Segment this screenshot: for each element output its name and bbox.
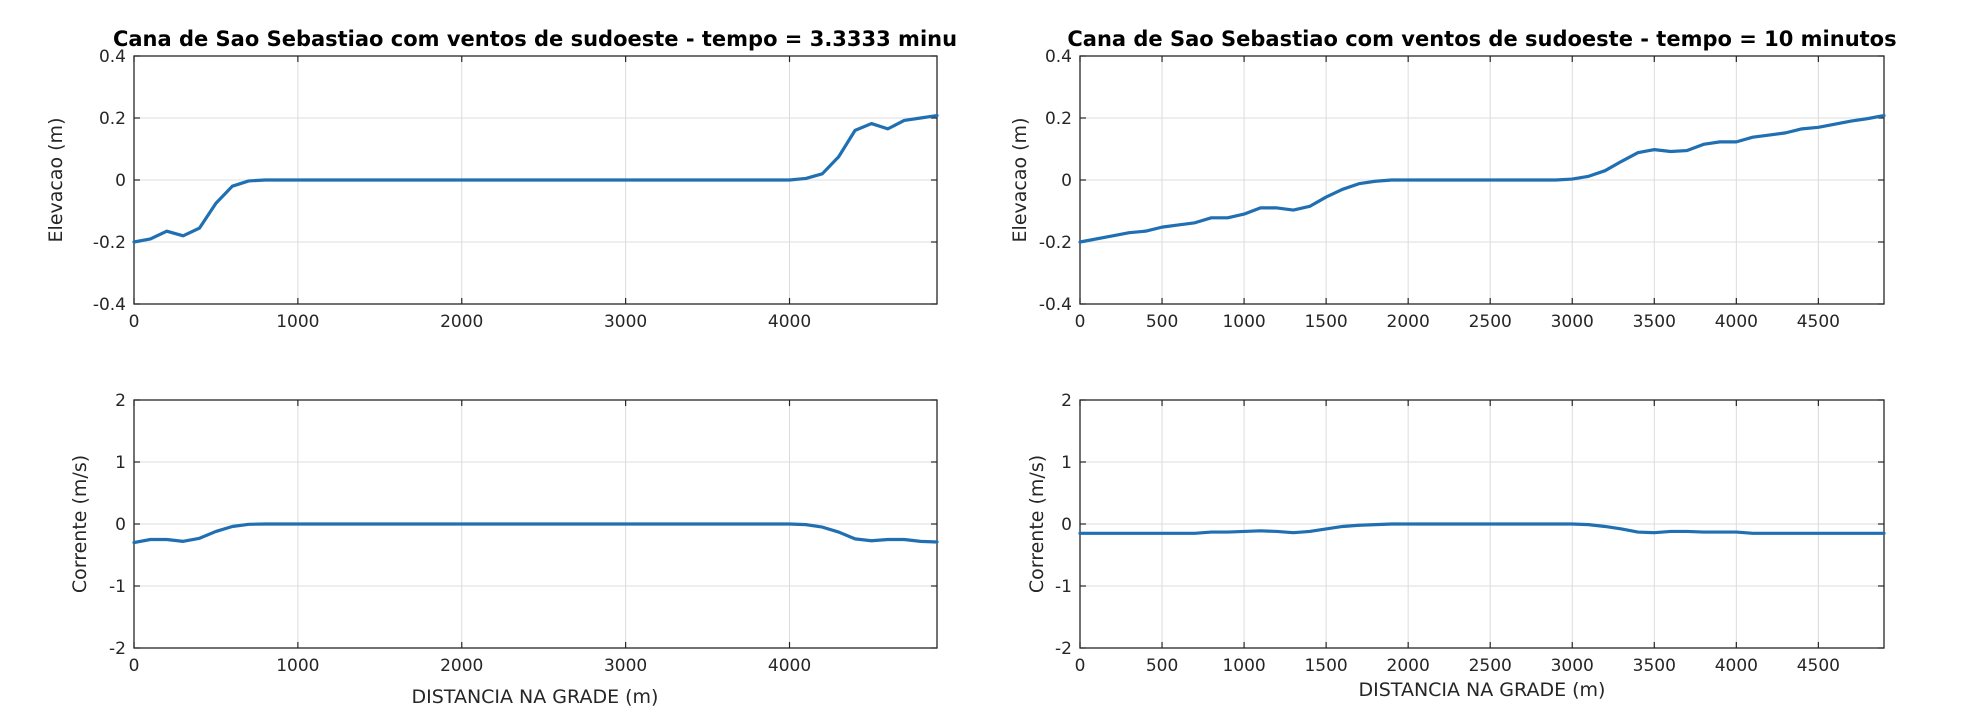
- x-axis-label-left: DISTANCIA NA GRADE (m): [412, 686, 659, 708]
- x-tick-label: 3000: [1551, 312, 1594, 332]
- x-tick-label: 3500: [1633, 656, 1676, 676]
- axes-frame: [1079, 399, 1885, 649]
- panel-current-right: Corrente (m/s) DISTANCIA NA GRADE (m) 0 5…: [1026, 391, 1886, 701]
- y-tick-label: -0.4: [93, 295, 126, 315]
- y-tick-label: 2: [115, 391, 126, 411]
- axes-frame: [133, 55, 938, 305]
- series-line: [1078, 522, 1886, 535]
- x-tick-label: 4000: [768, 656, 811, 676]
- x-tick-label: 4500: [1797, 312, 1840, 332]
- y-axis-label-elevation-left: Elevacao (m): [45, 118, 67, 243]
- x-tick-label: 4000: [1715, 312, 1758, 332]
- y-tick-label: -2: [1055, 639, 1072, 659]
- x-tick-label: 0: [1075, 312, 1086, 332]
- series-line: [132, 113, 939, 244]
- panel-elevation-left: Cana de Sao Sebastiao com ventos de sudo…: [45, 27, 957, 332]
- x-tick-label: 2000: [440, 312, 483, 332]
- x-axis-label-right: DISTANCIA NA GRADE (m): [1359, 679, 1606, 701]
- x-tick-label: 500: [1146, 656, 1178, 676]
- x-tick-label: 4500: [1797, 656, 1840, 676]
- x-tick-label: 4000: [768, 312, 811, 332]
- x-tick-label: 2000: [1387, 312, 1430, 332]
- x-tick-label: 0: [1075, 656, 1086, 676]
- x-tick-label: 4000: [1715, 656, 1758, 676]
- x-tick-label: 3000: [1551, 656, 1594, 676]
- x-tick-label: 2500: [1469, 656, 1512, 676]
- x-tick-label: 1000: [276, 312, 319, 332]
- series-line: [132, 522, 939, 545]
- x-tick-label: 0: [129, 656, 140, 676]
- panel-elevation-right: Cana de Sao Sebastiao com ventos de sudo…: [1009, 27, 1897, 332]
- x-tick-label: 3500: [1633, 312, 1676, 332]
- x-tick-label: 2000: [1387, 656, 1430, 676]
- x-tick-label: 3000: [604, 656, 647, 676]
- y-tick-label: 0.4: [99, 47, 126, 67]
- y-tick-label: -0.2: [93, 233, 126, 253]
- y-axis-label-current-right: Corrente (m/s): [1026, 455, 1048, 593]
- y-tick-label: -0.2: [1039, 233, 1072, 253]
- y-tick-label: 0: [115, 171, 126, 191]
- y-tick-label: -1: [1055, 577, 1072, 597]
- x-tick-label: 1500: [1304, 656, 1347, 676]
- x-tick-label: 0: [129, 312, 140, 332]
- y-tick-label: 1: [1061, 453, 1072, 473]
- y-tick-label: -1: [109, 577, 126, 597]
- axes-frame: [1079, 55, 1885, 305]
- chart-title-right: Cana de Sao Sebastiao com ventos de sudo…: [1067, 27, 1896, 51]
- y-tick-label: 0: [1061, 515, 1072, 535]
- y-tick-label: 0: [1061, 171, 1072, 191]
- x-tick-label: 1000: [1222, 656, 1265, 676]
- x-tick-label: 2500: [1469, 312, 1512, 332]
- panel-current-left: Corrente (m/s) DISTANCIA NA GRADE (m) 0 1…: [69, 391, 939, 708]
- y-tick-label: -2: [109, 639, 126, 659]
- y-tick-label: 2: [1061, 391, 1072, 411]
- series-line: [1078, 113, 1886, 244]
- x-tick-label: 1500: [1304, 312, 1347, 332]
- y-tick-label: 0.2: [99, 109, 126, 129]
- y-axis-label-elevation-right: Elevacao (m): [1009, 118, 1031, 243]
- y-tick-label: -0.4: [1039, 295, 1072, 315]
- x-tick-label: 2000: [440, 656, 483, 676]
- y-tick-label: 0: [115, 515, 126, 535]
- y-tick-label: 0.4: [1045, 47, 1072, 67]
- axes-frame: [133, 399, 938, 649]
- x-tick-label: 500: [1146, 312, 1178, 332]
- chart-title-left: Cana de Sao Sebastiao com ventos de sudo…: [113, 27, 957, 51]
- y-tick-label: 1: [115, 453, 126, 473]
- x-tick-label: 1000: [276, 656, 319, 676]
- y-axis-label-current-left: Corrente (m/s): [69, 455, 91, 593]
- y-tick-label: 0.2: [1045, 109, 1072, 129]
- x-tick-label: 3000: [604, 312, 647, 332]
- x-tick-label: 1000: [1222, 312, 1265, 332]
